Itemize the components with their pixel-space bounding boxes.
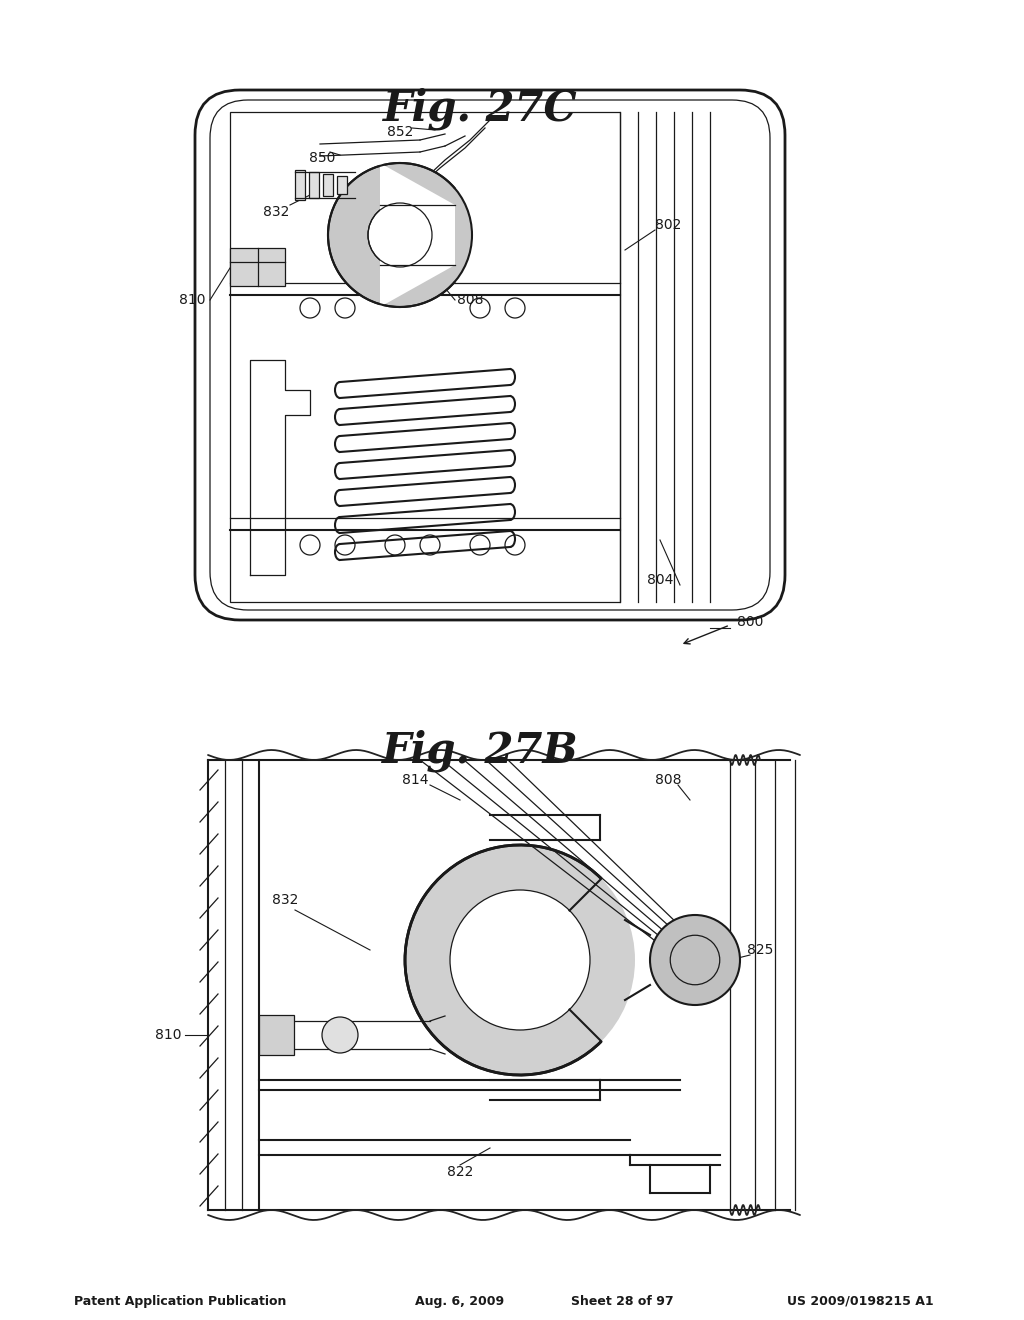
- Circle shape: [406, 845, 635, 1074]
- Text: 804: 804: [647, 573, 673, 587]
- Text: Aug. 6, 2009: Aug. 6, 2009: [416, 1295, 505, 1308]
- Polygon shape: [380, 162, 455, 308]
- Bar: [295, 170, 305, 201]
- Text: 850: 850: [309, 150, 335, 165]
- Bar: [323, 174, 333, 195]
- Text: Fig. 27B: Fig. 27B: [382, 730, 579, 772]
- Circle shape: [322, 1016, 358, 1053]
- Circle shape: [368, 203, 432, 267]
- Text: 825: 825: [746, 942, 773, 957]
- Text: 802: 802: [654, 218, 681, 232]
- Text: 832: 832: [263, 205, 289, 219]
- Text: 810: 810: [155, 1028, 181, 1041]
- Text: 808: 808: [457, 293, 483, 308]
- Bar: [230, 112, 620, 602]
- Text: Fig. 27C: Fig. 27C: [383, 88, 578, 131]
- Text: US 2009/0198215 A1: US 2009/0198215 A1: [786, 1295, 933, 1308]
- Circle shape: [328, 162, 472, 308]
- Text: 800: 800: [737, 615, 763, 630]
- Text: 814: 814: [401, 774, 428, 787]
- Bar: [309, 172, 319, 198]
- Circle shape: [450, 890, 590, 1030]
- Circle shape: [650, 915, 740, 1005]
- Bar: [337, 176, 347, 194]
- Text: 822: 822: [446, 1166, 473, 1179]
- Text: 852: 852: [387, 125, 414, 139]
- Text: Patent Application Publication: Patent Application Publication: [74, 1295, 286, 1308]
- Text: Sheet 28 of 97: Sheet 28 of 97: [570, 1295, 674, 1308]
- Bar: [230, 248, 285, 286]
- Text: 810: 810: [179, 293, 205, 308]
- Text: 808: 808: [654, 774, 681, 787]
- Bar: [259, 1015, 294, 1055]
- Text: 832: 832: [271, 894, 298, 907]
